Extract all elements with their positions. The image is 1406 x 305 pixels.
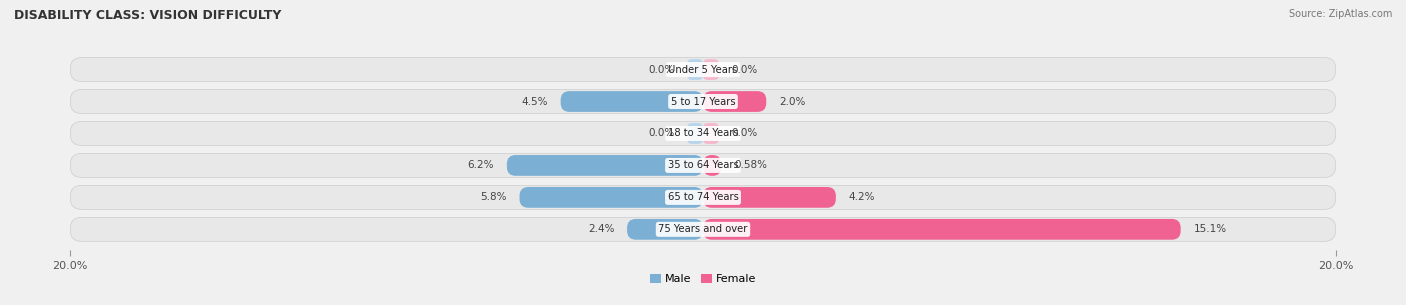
Text: 0.0%: 0.0% [731, 128, 758, 138]
Text: 2.4%: 2.4% [588, 224, 614, 234]
FancyBboxPatch shape [627, 219, 703, 240]
Text: 5 to 17 Years: 5 to 17 Years [671, 96, 735, 106]
FancyBboxPatch shape [703, 91, 766, 112]
Text: 2.0%: 2.0% [779, 96, 806, 106]
FancyBboxPatch shape [561, 91, 703, 112]
FancyBboxPatch shape [703, 59, 718, 80]
Text: 4.5%: 4.5% [522, 96, 548, 106]
Text: Source: ZipAtlas.com: Source: ZipAtlas.com [1288, 9, 1392, 19]
Text: 4.2%: 4.2% [849, 192, 875, 203]
Text: 0.0%: 0.0% [648, 128, 675, 138]
FancyBboxPatch shape [70, 153, 1336, 178]
Text: Under 5 Years: Under 5 Years [668, 65, 738, 74]
FancyBboxPatch shape [688, 59, 703, 80]
Text: 35 to 64 Years: 35 to 64 Years [668, 160, 738, 170]
Legend: Male, Female: Male, Female [645, 270, 761, 289]
Text: 15.1%: 15.1% [1194, 224, 1226, 234]
FancyBboxPatch shape [70, 185, 1336, 209]
FancyBboxPatch shape [703, 187, 835, 208]
Text: 65 to 74 Years: 65 to 74 Years [668, 192, 738, 203]
Text: DISABILITY CLASS: VISION DIFFICULTY: DISABILITY CLASS: VISION DIFFICULTY [14, 9, 281, 22]
FancyBboxPatch shape [703, 123, 718, 144]
Text: 0.0%: 0.0% [731, 65, 758, 74]
FancyBboxPatch shape [506, 155, 703, 176]
FancyBboxPatch shape [520, 187, 703, 208]
Text: 6.2%: 6.2% [468, 160, 495, 170]
Text: 75 Years and over: 75 Years and over [658, 224, 748, 234]
Text: 18 to 34 Years: 18 to 34 Years [668, 128, 738, 138]
FancyBboxPatch shape [70, 121, 1336, 145]
FancyBboxPatch shape [70, 58, 1336, 81]
Text: 0.0%: 0.0% [648, 65, 675, 74]
FancyBboxPatch shape [70, 217, 1336, 241]
FancyBboxPatch shape [703, 219, 1181, 240]
Text: 0.58%: 0.58% [734, 160, 768, 170]
FancyBboxPatch shape [688, 123, 703, 144]
FancyBboxPatch shape [703, 155, 721, 176]
FancyBboxPatch shape [70, 90, 1336, 113]
Text: 5.8%: 5.8% [481, 192, 506, 203]
